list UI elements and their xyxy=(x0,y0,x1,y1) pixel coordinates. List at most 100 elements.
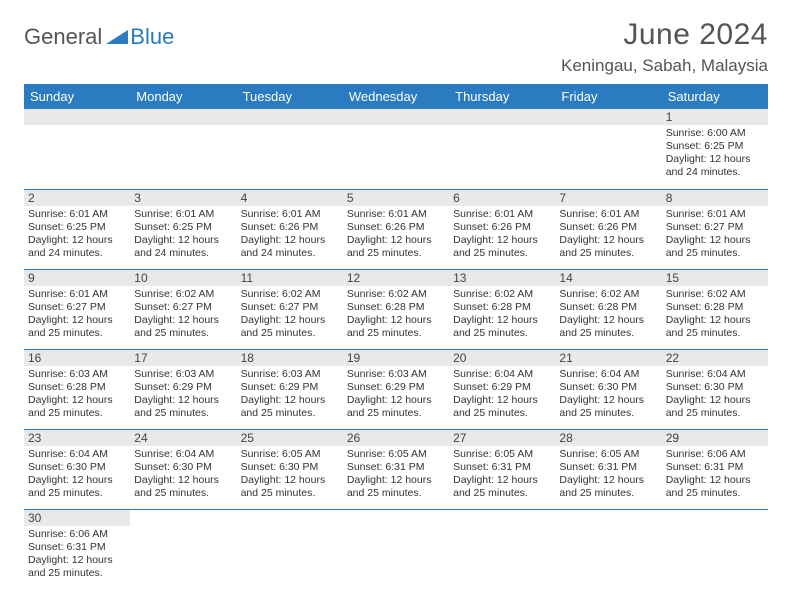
empty-day-bar xyxy=(555,109,661,125)
day-number: 1 xyxy=(662,109,768,125)
calendar-cell: 25Sunrise: 6:05 AMSunset: 6:30 PMDayligh… xyxy=(237,429,343,509)
sunset-text: Sunset: 6:30 PM xyxy=(28,461,126,474)
sunset-text: Sunset: 6:28 PM xyxy=(347,301,445,314)
day-details: Sunrise: 6:01 AMSunset: 6:26 PMDaylight:… xyxy=(449,206,555,264)
day-number: 30 xyxy=(24,510,130,526)
logo: General Blue xyxy=(24,24,174,50)
sunrise-text: Sunrise: 6:04 AM xyxy=(28,448,126,461)
calendar-week: 16Sunrise: 6:03 AMSunset: 6:28 PMDayligh… xyxy=(24,349,768,429)
logo-text-general: General xyxy=(24,24,102,50)
daylight-text: Daylight: 12 hours and 25 minutes. xyxy=(453,474,551,500)
day-details: Sunrise: 6:03 AMSunset: 6:28 PMDaylight:… xyxy=(24,366,130,424)
day-header: Tuesday xyxy=(237,84,343,109)
sunset-text: Sunset: 6:26 PM xyxy=(559,221,657,234)
sunrise-text: Sunrise: 6:04 AM xyxy=(666,368,764,381)
calendar-cell: 8Sunrise: 6:01 AMSunset: 6:27 PMDaylight… xyxy=(662,189,768,269)
sunset-text: Sunset: 6:30 PM xyxy=(241,461,339,474)
sunrise-text: Sunrise: 6:01 AM xyxy=(28,288,126,301)
day-number: 10 xyxy=(130,270,236,286)
sunset-text: Sunset: 6:31 PM xyxy=(347,461,445,474)
calendar-table: SundayMondayTuesdayWednesdayThursdayFrid… xyxy=(24,84,768,589)
day-header: Sunday xyxy=(24,84,130,109)
day-details: Sunrise: 6:06 AMSunset: 6:31 PMDaylight:… xyxy=(662,446,768,504)
day-details: Sunrise: 6:01 AMSunset: 6:27 PMDaylight:… xyxy=(24,286,130,344)
sunrise-text: Sunrise: 6:04 AM xyxy=(453,368,551,381)
day-details: Sunrise: 6:03 AMSunset: 6:29 PMDaylight:… xyxy=(343,366,449,424)
daylight-text: Daylight: 12 hours and 24 minutes. xyxy=(666,153,764,179)
day-details: Sunrise: 6:02 AMSunset: 6:28 PMDaylight:… xyxy=(662,286,768,344)
daylight-text: Daylight: 12 hours and 25 minutes. xyxy=(28,554,126,580)
daylight-text: Daylight: 12 hours and 24 minutes. xyxy=(241,234,339,260)
sunrise-text: Sunrise: 6:01 AM xyxy=(559,208,657,221)
day-number: 12 xyxy=(343,270,449,286)
sunrise-text: Sunrise: 6:02 AM xyxy=(453,288,551,301)
sunrise-text: Sunrise: 6:05 AM xyxy=(347,448,445,461)
calendar-cell xyxy=(343,509,449,589)
calendar-cell: 10Sunrise: 6:02 AMSunset: 6:27 PMDayligh… xyxy=(130,269,236,349)
day-header: Wednesday xyxy=(343,84,449,109)
daylight-text: Daylight: 12 hours and 25 minutes. xyxy=(134,474,232,500)
calendar-cell: 15Sunrise: 6:02 AMSunset: 6:28 PMDayligh… xyxy=(662,269,768,349)
sunrise-text: Sunrise: 6:04 AM xyxy=(134,448,232,461)
empty-day-bar xyxy=(130,109,236,125)
daylight-text: Daylight: 12 hours and 25 minutes. xyxy=(347,234,445,260)
sunrise-text: Sunrise: 6:02 AM xyxy=(347,288,445,301)
daylight-text: Daylight: 12 hours and 25 minutes. xyxy=(134,394,232,420)
calendar-cell: 19Sunrise: 6:03 AMSunset: 6:29 PMDayligh… xyxy=(343,349,449,429)
sunrise-text: Sunrise: 6:06 AM xyxy=(28,528,126,541)
calendar-cell xyxy=(449,109,555,189)
sunset-text: Sunset: 6:25 PM xyxy=(134,221,232,234)
empty-day-bar xyxy=(237,109,343,125)
sunrise-text: Sunrise: 6:05 AM xyxy=(453,448,551,461)
daylight-text: Daylight: 12 hours and 25 minutes. xyxy=(666,314,764,340)
daylight-text: Daylight: 12 hours and 25 minutes. xyxy=(559,474,657,500)
calendar-cell xyxy=(237,109,343,189)
sunset-text: Sunset: 6:27 PM xyxy=(241,301,339,314)
empty-day-bar xyxy=(449,109,555,125)
day-details: Sunrise: 6:01 AMSunset: 6:26 PMDaylight:… xyxy=(555,206,661,264)
sunset-text: Sunset: 6:31 PM xyxy=(666,461,764,474)
calendar-cell xyxy=(555,509,661,589)
day-details: Sunrise: 6:03 AMSunset: 6:29 PMDaylight:… xyxy=(130,366,236,424)
calendar-cell xyxy=(343,109,449,189)
sunrise-text: Sunrise: 6:01 AM xyxy=(666,208,764,221)
day-details: Sunrise: 6:06 AMSunset: 6:31 PMDaylight:… xyxy=(24,526,130,584)
day-number: 18 xyxy=(237,350,343,366)
day-header-row: SundayMondayTuesdayWednesdayThursdayFrid… xyxy=(24,84,768,109)
sunrise-text: Sunrise: 6:05 AM xyxy=(241,448,339,461)
day-details: Sunrise: 6:02 AMSunset: 6:27 PMDaylight:… xyxy=(130,286,236,344)
calendar-cell: 13Sunrise: 6:02 AMSunset: 6:28 PMDayligh… xyxy=(449,269,555,349)
day-number: 22 xyxy=(662,350,768,366)
calendar-cell: 1Sunrise: 6:00 AMSunset: 6:25 PMDaylight… xyxy=(662,109,768,189)
location-subtitle: Keningau, Sabah, Malaysia xyxy=(561,56,768,76)
title-block: June 2024 Keningau, Sabah, Malaysia xyxy=(561,18,768,76)
sunrise-text: Sunrise: 6:01 AM xyxy=(241,208,339,221)
day-header: Saturday xyxy=(662,84,768,109)
calendar-cell: 18Sunrise: 6:03 AMSunset: 6:29 PMDayligh… xyxy=(237,349,343,429)
daylight-text: Daylight: 12 hours and 25 minutes. xyxy=(241,474,339,500)
sunset-text: Sunset: 6:29 PM xyxy=(134,381,232,394)
sunrise-text: Sunrise: 6:01 AM xyxy=(28,208,126,221)
day-number: 28 xyxy=(555,430,661,446)
day-details: Sunrise: 6:01 AMSunset: 6:26 PMDaylight:… xyxy=(343,206,449,264)
calendar-cell: 27Sunrise: 6:05 AMSunset: 6:31 PMDayligh… xyxy=(449,429,555,509)
daylight-text: Daylight: 12 hours and 25 minutes. xyxy=(453,234,551,260)
calendar-cell xyxy=(237,509,343,589)
day-details: Sunrise: 6:01 AMSunset: 6:25 PMDaylight:… xyxy=(130,206,236,264)
sunrise-text: Sunrise: 6:04 AM xyxy=(559,368,657,381)
calendar-week: 30Sunrise: 6:06 AMSunset: 6:31 PMDayligh… xyxy=(24,509,768,589)
sunrise-text: Sunrise: 6:01 AM xyxy=(134,208,232,221)
day-header: Friday xyxy=(555,84,661,109)
day-details: Sunrise: 6:04 AMSunset: 6:30 PMDaylight:… xyxy=(662,366,768,424)
calendar-cell: 16Sunrise: 6:03 AMSunset: 6:28 PMDayligh… xyxy=(24,349,130,429)
day-number: 15 xyxy=(662,270,768,286)
daylight-text: Daylight: 12 hours and 25 minutes. xyxy=(241,394,339,420)
sunset-text: Sunset: 6:30 PM xyxy=(666,381,764,394)
day-number: 16 xyxy=(24,350,130,366)
header: General Blue June 2024 Keningau, Sabah, … xyxy=(24,18,768,76)
daylight-text: Daylight: 12 hours and 25 minutes. xyxy=(559,394,657,420)
calendar-cell: 3Sunrise: 6:01 AMSunset: 6:25 PMDaylight… xyxy=(130,189,236,269)
day-details: Sunrise: 6:05 AMSunset: 6:31 PMDaylight:… xyxy=(449,446,555,504)
day-number: 20 xyxy=(449,350,555,366)
day-number: 29 xyxy=(662,430,768,446)
